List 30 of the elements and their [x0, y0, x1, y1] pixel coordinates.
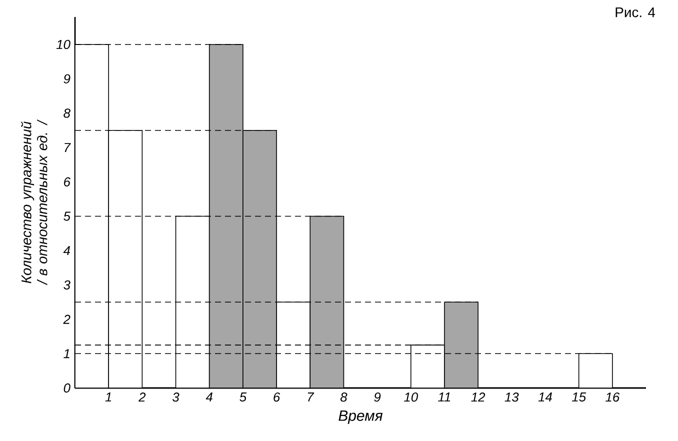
x-tick-label: 10	[404, 392, 418, 402]
y-tick-label: 0	[64, 383, 70, 393]
y-tick-label: 4	[63, 246, 70, 256]
y-tick-label: 2	[63, 314, 70, 324]
x-tick-label: 13	[504, 392, 519, 402]
x-tick-label: 11	[438, 392, 450, 402]
y-tick-label: 6	[64, 177, 70, 186]
x-tick-label: 9	[374, 392, 381, 402]
x-tick-label: 3	[172, 392, 180, 402]
x-tick-label: 4	[206, 392, 212, 402]
y-tick-label: 1	[64, 349, 70, 358]
x-tick-label: 14	[538, 392, 552, 402]
x-tick-label: 1	[105, 392, 112, 402]
y-tick-label: 3	[64, 280, 70, 290]
x-tick-label: 7	[308, 392, 314, 402]
y-tick-label: 5	[64, 212, 71, 221]
y-tick-label: 8	[64, 108, 70, 118]
x-tick-label: 8	[340, 392, 348, 402]
x-tick-label: 2	[138, 392, 146, 402]
y-tick-label: 7	[64, 143, 71, 152]
x-tick-label: 15	[572, 392, 586, 402]
x-tick-label: 12	[471, 392, 486, 402]
annotation: Рис. 4	[616, 8, 656, 18]
x-tick-label: 16	[606, 392, 620, 402]
y-tick-label: 9	[64, 74, 70, 84]
y-tick-label: 10	[56, 40, 70, 50]
y-axis-title: Количество упражнений / в относительных ед. /	[20, 119, 48, 286]
x-tick-label: 6	[274, 392, 280, 402]
x-tick-label: 5	[240, 392, 247, 402]
x-axis-title: Время	[338, 410, 383, 424]
